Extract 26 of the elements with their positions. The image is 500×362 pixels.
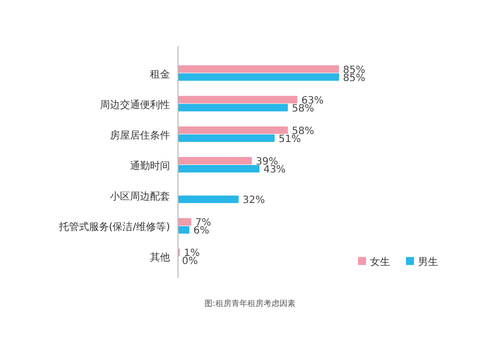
bar — [178, 73, 340, 81]
data-label: 43% — [263, 164, 286, 176]
y-tick-label: 房屋居住条件 — [110, 129, 170, 142]
y-tick-label: 其他 — [150, 252, 170, 264]
bar — [178, 218, 192, 226]
y-tick-label: 通勤时间 — [130, 160, 170, 172]
data-label: 32% — [242, 195, 265, 206]
text: 图:租房青年租房考虑因素 — [204, 299, 296, 308]
legend-label: 女生 — [370, 256, 390, 268]
y-tick-label: 小区周边配套 — [110, 190, 170, 203]
bar — [178, 226, 190, 234]
legend-label: 男生 — [418, 256, 438, 268]
data-label: 51% — [278, 134, 301, 145]
bar — [178, 157, 252, 164]
bar — [178, 165, 260, 172]
bar — [178, 96, 298, 104]
y-tick-label: 周边交通便利性 — [100, 98, 170, 111]
bar — [178, 104, 288, 112]
data-label: 58% — [292, 103, 314, 114]
y-tick-label: 托管式服务(保洁/维修等) — [58, 221, 170, 234]
bar — [178, 126, 288, 134]
data-label: 85% — [343, 72, 366, 84]
bar — [178, 65, 340, 73]
y-tick-label: 租金 — [150, 68, 170, 80]
bar — [178, 196, 239, 204]
bar — [178, 134, 275, 142]
